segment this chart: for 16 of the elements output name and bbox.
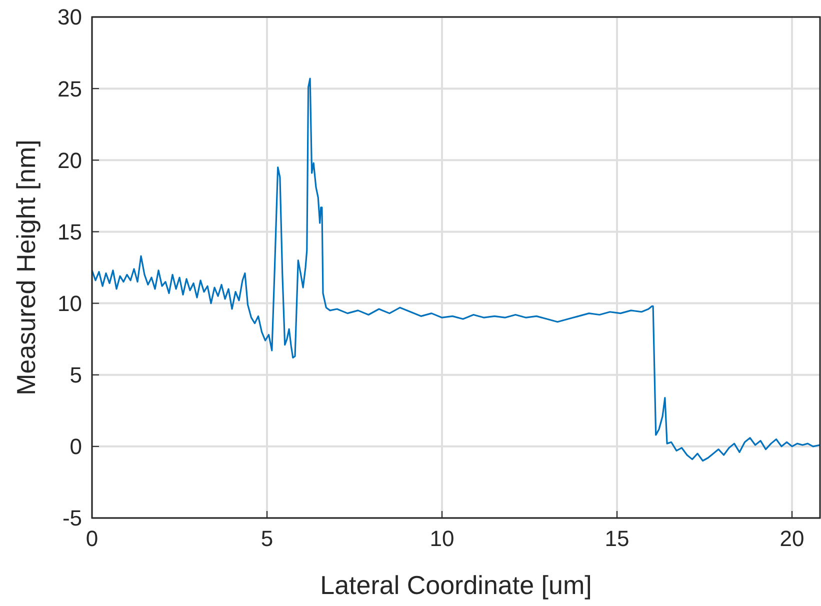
x-tick-label: 5 [260, 526, 274, 551]
x-tick-label: 0 [86, 526, 98, 551]
y-tick-label: 0 [70, 434, 82, 460]
y-tick-label: 30 [58, 4, 82, 30]
y-axis-title: Measured Height [nm] [11, 140, 41, 396]
y-tick-label: 15 [58, 219, 82, 244]
y-tick-label: 25 [58, 76, 82, 102]
line-series [91, 78, 821, 462]
x-tick-label: 10 [430, 526, 454, 551]
x-tick-label: 15 [604, 526, 630, 551]
x-axis-title: Lateral Coordinate [um] [320, 570, 592, 600]
y-tick-label: -5 [62, 506, 82, 531]
x-tick-label: 20 [780, 526, 804, 551]
y-tick-label: 20 [58, 148, 82, 173]
y-tick-label: 5 [70, 362, 82, 388]
y-tick-label: 10 [58, 290, 82, 316]
